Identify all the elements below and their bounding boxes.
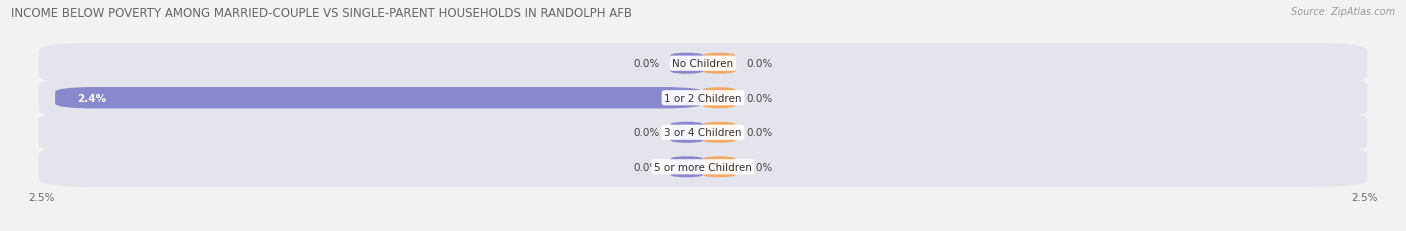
Text: 2.4%: 2.4% bbox=[77, 93, 105, 103]
FancyBboxPatch shape bbox=[39, 112, 1367, 153]
Text: INCOME BELOW POVERTY AMONG MARRIED-COUPLE VS SINGLE-PARENT HOUSEHOLDS IN RANDOLP: INCOME BELOW POVERTY AMONG MARRIED-COUPL… bbox=[11, 7, 633, 20]
Text: 0.0%: 0.0% bbox=[747, 93, 772, 103]
Text: 1 or 2 Children: 1 or 2 Children bbox=[664, 93, 742, 103]
Text: 0.0%: 0.0% bbox=[634, 162, 659, 172]
Text: Source: ZipAtlas.com: Source: ZipAtlas.com bbox=[1291, 7, 1395, 17]
FancyBboxPatch shape bbox=[703, 156, 735, 178]
Text: 0.0%: 0.0% bbox=[747, 59, 772, 69]
Text: 0.0%: 0.0% bbox=[634, 59, 659, 69]
Text: 0.0%: 0.0% bbox=[747, 128, 772, 138]
FancyBboxPatch shape bbox=[39, 44, 1367, 84]
FancyBboxPatch shape bbox=[671, 53, 703, 75]
Text: 2.5%: 2.5% bbox=[1351, 192, 1378, 202]
Text: 0.0%: 0.0% bbox=[634, 128, 659, 138]
Text: 5 or more Children: 5 or more Children bbox=[654, 162, 752, 172]
FancyBboxPatch shape bbox=[55, 88, 703, 109]
FancyBboxPatch shape bbox=[703, 88, 735, 109]
Text: 3 or 4 Children: 3 or 4 Children bbox=[664, 128, 742, 138]
FancyBboxPatch shape bbox=[39, 78, 1367, 119]
Text: 2.5%: 2.5% bbox=[28, 192, 55, 202]
Text: 0.0%: 0.0% bbox=[747, 162, 772, 172]
Text: No Children: No Children bbox=[672, 59, 734, 69]
FancyBboxPatch shape bbox=[703, 53, 735, 75]
FancyBboxPatch shape bbox=[703, 122, 735, 143]
FancyBboxPatch shape bbox=[671, 122, 703, 143]
FancyBboxPatch shape bbox=[39, 147, 1367, 187]
FancyBboxPatch shape bbox=[671, 156, 703, 178]
